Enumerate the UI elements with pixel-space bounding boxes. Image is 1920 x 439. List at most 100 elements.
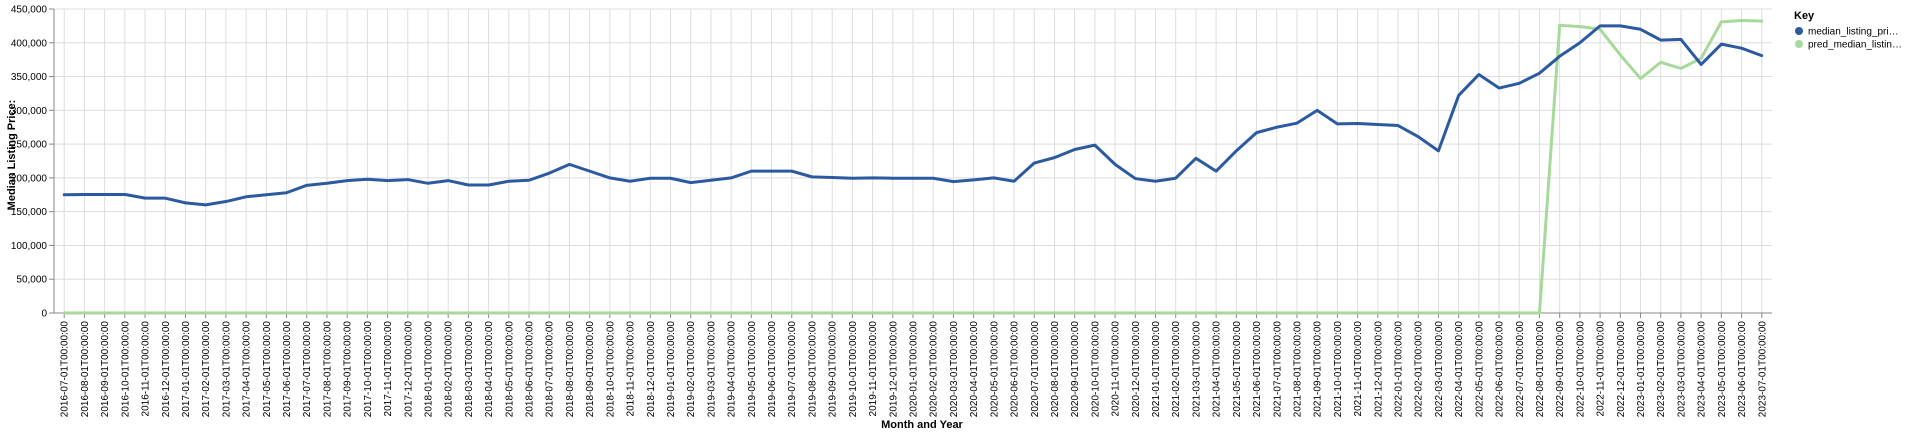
legend-entry-label: pred_median_listin… <box>1808 40 1902 51</box>
x-tick-label: 2016-09-01T00:00:00 <box>100 321 111 418</box>
x-tick-label: 2019-11-01T00:00:00 <box>868 321 879 417</box>
y-tick-label: 350,000 <box>11 72 48 83</box>
x-tick-label: 2016-11-01T00:00:00 <box>141 321 152 417</box>
x-tick-label: 2016-08-01T00:00:00 <box>80 321 91 418</box>
x-tick-label: 2018-11-01T00:00:00 <box>626 321 637 417</box>
x-tick-label: 2021-09-01T00:00:00 <box>1313 321 1324 418</box>
x-tick-label: 2019-05-01T00:00:00 <box>747 321 758 418</box>
y-tick-label: 150,000 <box>11 207 48 218</box>
x-tick-label: 2016-07-01T00:00:00 <box>60 321 71 418</box>
y-tick-label: 200,000 <box>11 173 48 184</box>
y-tick-label: 0 <box>41 309 47 320</box>
x-tick-label: 2022-04-01T00:00:00 <box>1454 321 1465 418</box>
x-tick-label: 2020-03-01T00:00:00 <box>949 321 960 418</box>
legend-entry-label: median_listing_pri… <box>1808 27 1899 38</box>
series-line-pred-median-listing-price <box>62 18 1764 315</box>
x-tick-label: 2017-03-01T00:00:00 <box>221 321 232 418</box>
x-tick-label: 2019-01-01T00:00:00 <box>666 321 677 418</box>
x-tick-label: 2019-08-01T00:00:00 <box>807 321 818 418</box>
x-tick-label: 2021-06-01T00:00:00 <box>1252 321 1263 418</box>
x-tick-label: 2022-08-01T00:00:00 <box>1535 321 1546 418</box>
x-tick-label: 2022-07-01T00:00:00 <box>1515 321 1526 418</box>
x-tick-label: 2017-08-01T00:00:00 <box>322 321 333 418</box>
x-tick-label: 2020-05-01T00:00:00 <box>989 321 1000 418</box>
x-tick-label: 2017-04-01T00:00:00 <box>242 321 253 418</box>
x-tick-label: 2022-10-01T00:00:00 <box>1575 321 1586 418</box>
x-tick-label: 2019-04-01T00:00:00 <box>727 321 738 418</box>
legend-swatch <box>1795 27 1803 35</box>
x-tick-label: 2020-09-01T00:00:00 <box>1070 321 1081 418</box>
x-tick-label: 2020-04-01T00:00:00 <box>969 321 980 418</box>
x-tick-label: 2017-07-01T00:00:00 <box>302 321 313 418</box>
x-tick-label: 2023-01-01T00:00:00 <box>1636 321 1647 418</box>
x-tick-label: 2021-05-01T00:00:00 <box>1232 321 1243 418</box>
x-tick-label: 2022-09-01T00:00:00 <box>1555 321 1566 418</box>
x-tick-label: 2018-03-01T00:00:00 <box>464 321 475 418</box>
x-tick-label: 2017-05-01T00:00:00 <box>262 321 273 418</box>
x-tick-label: 2019-07-01T00:00:00 <box>787 321 798 418</box>
y-tick-label: 100,000 <box>11 241 48 252</box>
x-tick-label: 2018-08-01T00:00:00 <box>565 321 576 418</box>
x-tick-label: 2017-02-01T00:00:00 <box>201 321 212 418</box>
legend: Key median_listing_pri… pred_median_listi… <box>1794 10 1902 51</box>
x-tick-label: 2020-10-01T00:00:00 <box>1090 321 1101 418</box>
y-tick-label: 450,000 <box>11 5 48 16</box>
x-tick-label: 2022-02-01T00:00:00 <box>1414 321 1425 418</box>
x-tick-label: 2020-02-01T00:00:00 <box>929 321 940 418</box>
x-tick-label: 2023-06-01T00:00:00 <box>1737 321 1748 418</box>
x-tick-label: 2017-11-01T00:00:00 <box>383 321 394 417</box>
x-tick-label: 2019-10-01T00:00:00 <box>848 321 859 418</box>
y-tick-label: 300,000 <box>11 106 48 117</box>
x-tick-label: 2022-11-01T00:00:00 <box>1596 321 1607 417</box>
x-tick-label: 2017-10-01T00:00:00 <box>363 321 374 418</box>
x-tick-label: 2021-01-01T00:00:00 <box>1151 321 1162 418</box>
x-tick-label: 2019-02-01T00:00:00 <box>686 321 697 418</box>
x-tick-label: 2018-02-01T00:00:00 <box>444 321 455 418</box>
legend-title: Key <box>1794 10 1815 22</box>
x-tick-label: 2016-12-01T00:00:00 <box>161 321 172 418</box>
x-tick-label: 2017-12-01T00:00:00 <box>403 321 414 418</box>
y-axis-title: Median Listing Price: <box>6 100 18 211</box>
x-tick-label: 2021-03-01T00:00:00 <box>1191 321 1202 418</box>
x-tick-label: 2021-04-01T00:00:00 <box>1212 321 1223 418</box>
x-axis-title: Month and Year <box>881 419 963 431</box>
x-tick-label: 2021-07-01T00:00:00 <box>1272 321 1283 418</box>
x-tick-label: 2020-11-01T00:00:00 <box>1111 321 1122 417</box>
x-tick-label: 2021-11-01T00:00:00 <box>1353 321 1364 417</box>
y-tick-label: 400,000 <box>11 38 48 49</box>
x-tick-label: 2022-01-01T00:00:00 <box>1394 321 1405 418</box>
x-tick-label: 2021-10-01T00:00:00 <box>1333 321 1344 418</box>
x-tick-label: 2022-06-01T00:00:00 <box>1495 321 1506 418</box>
x-tick-label: 2018-01-01T00:00:00 <box>423 321 434 418</box>
x-tick-label: 2022-05-01T00:00:00 <box>1474 321 1485 418</box>
x-tick-label: 2018-05-01T00:00:00 <box>504 321 515 418</box>
x-tick-label: 2023-04-01T00:00:00 <box>1697 321 1708 418</box>
x-tick-label: 2020-01-01T00:00:00 <box>909 321 920 418</box>
x-tick-label: 2023-03-01T00:00:00 <box>1676 321 1687 418</box>
x-tick-label: 2019-12-01T00:00:00 <box>888 321 899 418</box>
x-tick-label: 2020-06-01T00:00:00 <box>1010 321 1021 418</box>
x-tick-label: 2020-08-01T00:00:00 <box>1050 321 1061 418</box>
x-tick-label: 2017-06-01T00:00:00 <box>282 321 293 418</box>
x-tick-label: 2021-12-01T00:00:00 <box>1373 321 1384 418</box>
axes: 0 50,000 100,000 150,000 200,000 250,000 300,0… <box>11 5 1772 418</box>
legend-swatch <box>1795 40 1803 48</box>
x-tick-label: 2019-03-01T00:00:00 <box>706 321 717 418</box>
x-tick-label: 2022-03-01T00:00:00 <box>1434 321 1445 418</box>
x-tick-label: 2019-09-01T00:00:00 <box>828 321 839 418</box>
x-tick-label: 2023-02-01T00:00:00 <box>1656 321 1667 418</box>
x-tick-label: 2023-05-01T00:00:00 <box>1717 321 1728 418</box>
x-tick-label: 2018-12-01T00:00:00 <box>646 321 657 418</box>
x-tick-label: 2018-07-01T00:00:00 <box>545 321 556 418</box>
x-tick-label: 2018-06-01T00:00:00 <box>525 321 536 418</box>
x-tick-label: 2019-06-01T00:00:00 <box>767 321 778 418</box>
series-lines <box>62 18 1764 315</box>
x-tick-label: 2018-09-01T00:00:00 <box>585 321 596 418</box>
x-tick-label: 2023-07-01T00:00:00 <box>1757 321 1768 418</box>
x-tick-label: 2022-12-01T00:00:00 <box>1616 321 1627 418</box>
x-tick-label: 2018-04-01T00:00:00 <box>484 321 495 418</box>
gridlines <box>54 8 1772 314</box>
y-tick-label: 50,000 <box>16 275 47 286</box>
